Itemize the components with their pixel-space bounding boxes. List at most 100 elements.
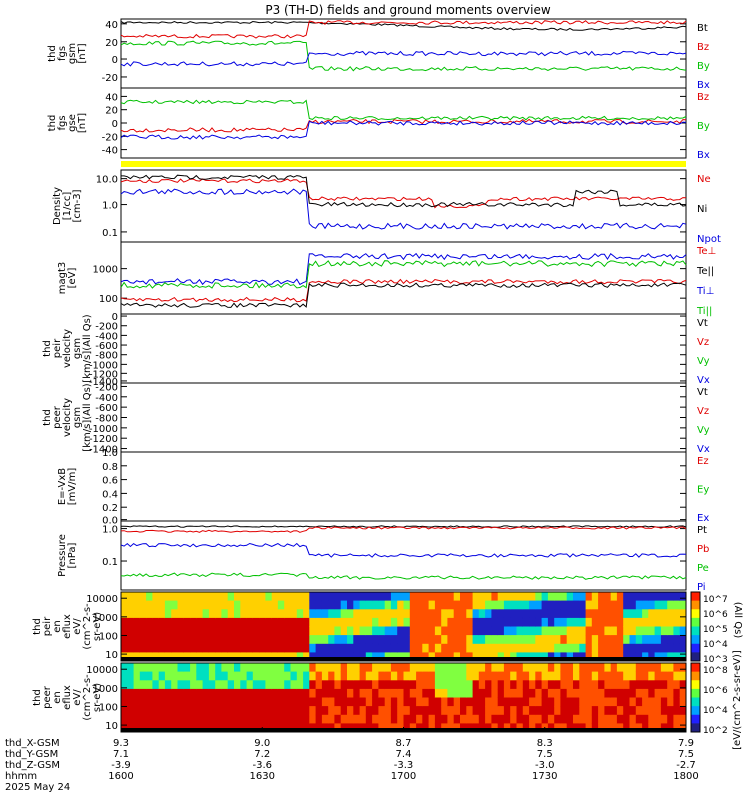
spectro-cell	[277, 680, 285, 690]
spectro-cell	[560, 626, 568, 636]
spectro-cell	[573, 626, 580, 636]
spectro-cell	[598, 697, 605, 707]
spectro-cell	[579, 688, 587, 698]
legend-vz: Vz	[697, 337, 709, 348]
spectro-cell	[673, 706, 681, 716]
spectro-cell	[460, 617, 467, 627]
legend-by: By	[697, 61, 710, 72]
spectro-cell	[190, 652, 197, 662]
spectro-cell	[303, 723, 310, 733]
spectro-cell	[434, 663, 442, 673]
spectro-cell	[397, 714, 404, 724]
spectro-cell	[566, 697, 574, 707]
y-tick-label: 0.1	[102, 557, 118, 568]
spectro-cell	[648, 680, 656, 690]
spectro-cell	[422, 635, 430, 645]
spectro-cell	[290, 643, 298, 653]
spectro-cell	[359, 600, 367, 610]
spectro-cell	[340, 635, 348, 645]
spectro-cell	[679, 617, 687, 627]
spectro-cell	[384, 635, 392, 645]
spectro-cell	[591, 643, 599, 653]
spectro-cell	[284, 592, 291, 602]
spectro-cell	[340, 723, 348, 733]
spectro-cell	[309, 671, 317, 681]
spectro-cell	[510, 723, 517, 733]
spectro-cell	[378, 643, 386, 653]
spectro-cell	[510, 688, 517, 698]
spectro-cell	[315, 626, 323, 636]
spectro-cell	[234, 609, 241, 619]
spectro-cell	[290, 626, 298, 636]
spectro-cell	[384, 714, 392, 724]
panel-frame	[120, 591, 687, 662]
y-tick-label: 0.4	[102, 489, 118, 500]
spectro-cell	[139, 617, 147, 627]
spectro-cell	[152, 706, 160, 716]
spectro-cell	[221, 626, 229, 636]
spectro-cell	[679, 723, 687, 733]
spectro-cell	[390, 706, 398, 716]
spectro-cell	[353, 600, 361, 610]
y-axis-label: peir	[52, 338, 63, 358]
spectro-cell	[541, 626, 549, 636]
spectro-cell	[660, 706, 668, 716]
spectro-cell	[416, 617, 423, 627]
spectro-cell	[133, 609, 141, 619]
spectro-cell	[309, 688, 317, 698]
spectro-cell	[409, 723, 417, 733]
spectro-cell	[610, 697, 618, 707]
spectro-cell	[660, 652, 668, 662]
spectro-cell	[635, 600, 643, 610]
spectro-cell	[183, 697, 191, 707]
spectro-cell	[265, 600, 273, 610]
spectro-cell	[648, 643, 656, 653]
spectro-cell	[497, 706, 505, 716]
spectro-cell	[598, 652, 605, 662]
spectro-cell	[202, 652, 210, 662]
spectro-cell	[252, 626, 260, 636]
spectro-cell	[541, 680, 549, 690]
spectro-cell	[491, 600, 499, 610]
spectro-cell	[372, 600, 379, 610]
spectro-cell	[284, 635, 291, 645]
spectro-cell	[416, 714, 423, 724]
spectro-cell	[598, 723, 605, 733]
spectro-cell	[466, 626, 474, 636]
spectro-cell	[246, 652, 254, 662]
spectro-cell	[673, 652, 681, 662]
spectro-cell	[441, 671, 448, 681]
spectro-cell	[616, 635, 624, 645]
spectro-cell	[372, 688, 379, 698]
spectro-cell	[397, 626, 404, 636]
spectro-cell	[460, 592, 467, 602]
spectro-cell	[460, 723, 467, 733]
spectro-cell	[227, 652, 235, 662]
spectro-cell	[309, 714, 317, 724]
spectro-cell	[397, 652, 404, 662]
spectro-cell	[510, 600, 517, 610]
spectro-cell	[610, 609, 618, 619]
spectro-cell	[579, 663, 587, 673]
spectro-cell	[353, 671, 361, 681]
spectro-cell	[648, 714, 656, 724]
spectro-cell	[152, 643, 160, 653]
spectro-cell	[265, 626, 273, 636]
spectro-cell	[384, 688, 392, 698]
trace-pi	[120, 542, 687, 558]
spectro-cell	[635, 688, 643, 698]
spectro-cell	[409, 635, 417, 645]
spectro-cell	[673, 671, 681, 681]
spectro-cell	[196, 600, 204, 610]
spectro-cell	[510, 714, 517, 724]
spectro-cell	[202, 600, 210, 610]
spectro-cell	[547, 723, 555, 733]
spectro-cell	[158, 635, 166, 645]
spectro-cell	[240, 600, 248, 610]
spectro-cell	[434, 714, 442, 724]
spectro-cell	[642, 723, 649, 733]
spectro-cell	[171, 626, 178, 636]
spectro-cell	[121, 697, 128, 707]
spectro-cell	[554, 706, 561, 716]
